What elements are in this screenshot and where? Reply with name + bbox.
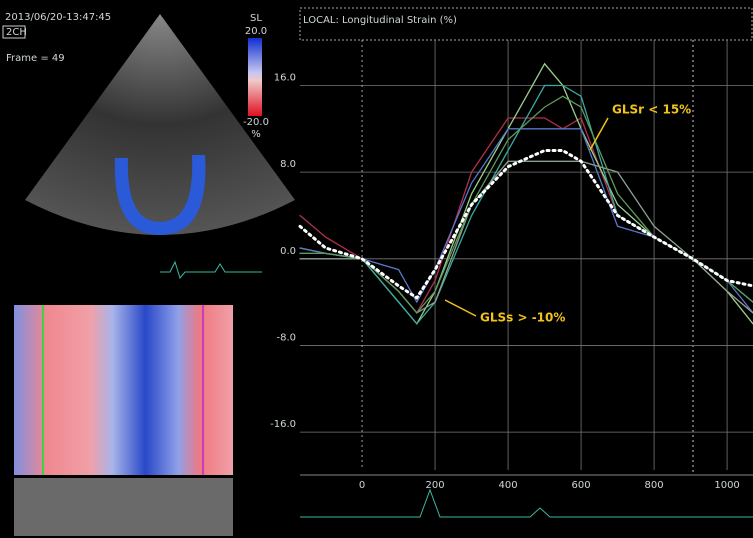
y-tick-label: 0.0 bbox=[280, 246, 296, 257]
scale-min: -20.0 bbox=[243, 117, 269, 128]
scale-unit: % bbox=[251, 129, 261, 140]
m-mode bbox=[14, 478, 233, 536]
chart-title: LOCAL: Longitudinal Strain (%) bbox=[303, 15, 457, 26]
timestamp: 2013/06/20-13:47:45 bbox=[5, 12, 111, 23]
y-tick-label: -8.0 bbox=[276, 332, 296, 343]
strain-map bbox=[14, 305, 233, 475]
annotation: GLSs > -10% bbox=[480, 311, 565, 325]
annotation: GLSr < 15% bbox=[612, 103, 691, 117]
x-tick-label: 600 bbox=[572, 480, 591, 491]
color-scale bbox=[248, 38, 262, 116]
x-tick-label: 1000 bbox=[714, 480, 739, 491]
scale-label: SL bbox=[250, 13, 262, 24]
frame: Frame = 49 bbox=[6, 53, 65, 64]
x-tick-label: 0 bbox=[359, 480, 365, 491]
scale-max: 20.0 bbox=[245, 26, 267, 37]
x-tick-label: 800 bbox=[645, 480, 664, 491]
x-tick-label: 400 bbox=[499, 480, 518, 491]
y-tick-label: 8.0 bbox=[280, 159, 296, 170]
y-tick-label: 16.0 bbox=[274, 72, 296, 83]
y-tick-label: -16.0 bbox=[270, 419, 296, 430]
x-tick-label: 200 bbox=[426, 480, 445, 491]
screen: 2013/06/20-13:47:45 2CH Frame = 49 SL 20… bbox=[0, 0, 753, 538]
view: 2CH bbox=[6, 27, 27, 38]
